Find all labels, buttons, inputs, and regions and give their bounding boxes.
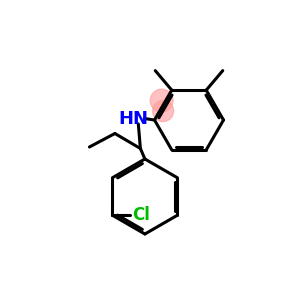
Text: HN: HN — [118, 110, 148, 128]
Circle shape — [150, 89, 173, 112]
Text: Cl: Cl — [133, 206, 150, 224]
Circle shape — [153, 100, 174, 122]
